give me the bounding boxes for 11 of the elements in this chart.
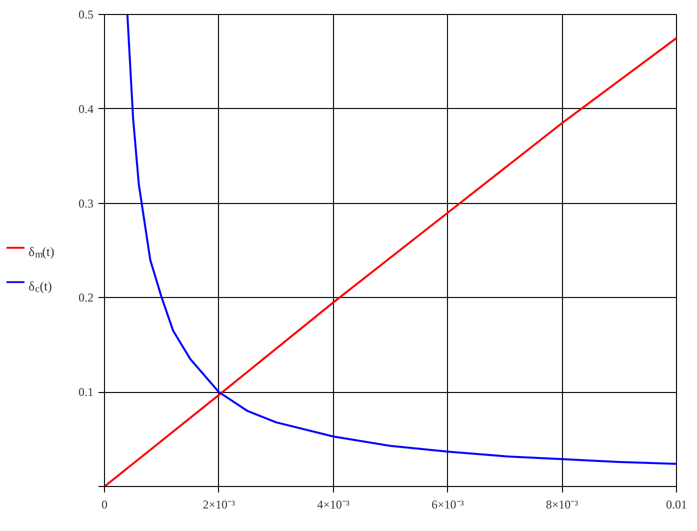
- y-tick-label: 0.2: [78, 290, 94, 305]
- y-tick-label: 0.1: [78, 385, 94, 400]
- y-tick-label: 0.4: [78, 102, 94, 116]
- x-tick-label: 6×10⁻³: [432, 498, 464, 512]
- y-tick-label: 0.5: [78, 8, 94, 22]
- x-tick-label: 4×10⁻³: [317, 498, 350, 512]
- x-tick-label: 8×10⁻³: [546, 498, 579, 512]
- x-tick-label: 0: [102, 498, 108, 512]
- x-tick-label: 0.01: [666, 498, 687, 512]
- x-tick-label: 2×10⁻³: [202, 498, 236, 512]
- y-tick-label: 0.3: [78, 196, 94, 210]
